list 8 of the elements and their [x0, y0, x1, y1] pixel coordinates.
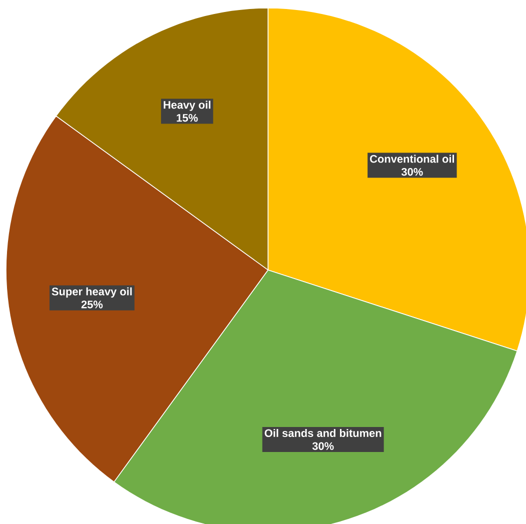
data-label: 30%	[312, 442, 334, 450]
slice-label: Conventional oil	[370, 154, 454, 163]
slice-label: Oil sands and bitumen	[264, 428, 382, 438]
data-label: 25%	[81, 300, 103, 308]
data-label: 15%	[176, 114, 198, 122]
slice-label: Heavy oil	[164, 100, 210, 111]
slice-label: Super heavy oil	[52, 287, 132, 298]
data-label: 30%	[401, 168, 423, 176]
